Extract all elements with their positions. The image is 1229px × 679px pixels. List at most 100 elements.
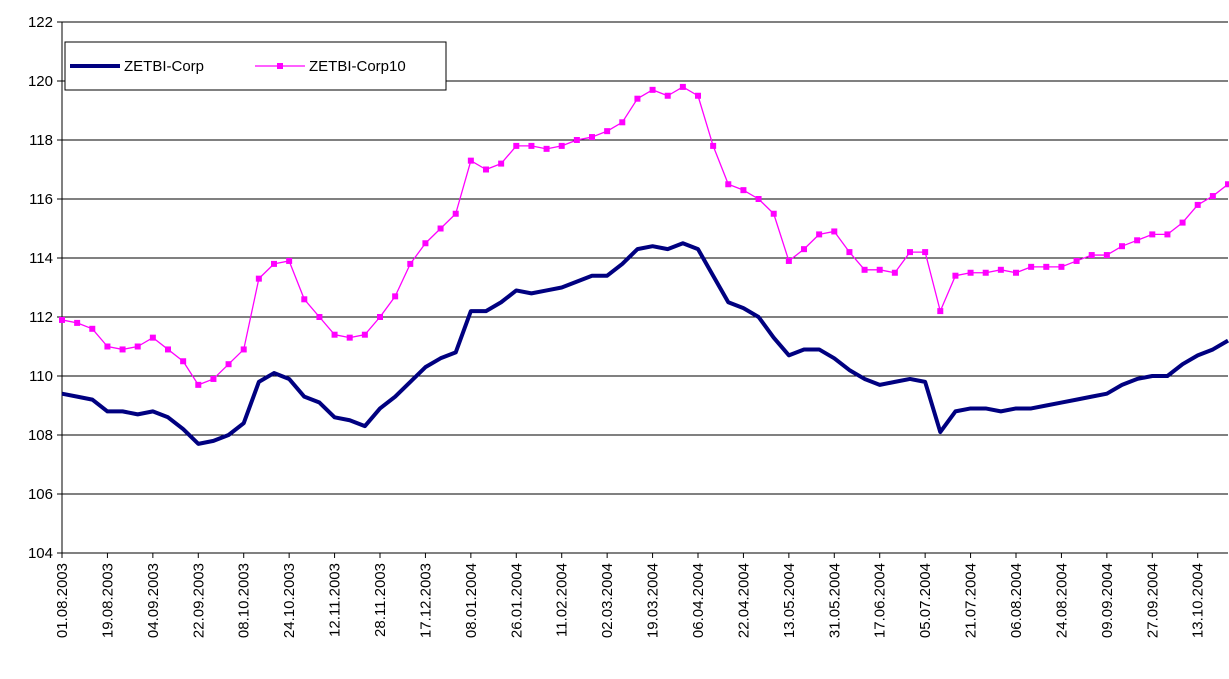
- series-marker: [952, 272, 959, 279]
- series-marker: [331, 331, 338, 338]
- x-tick-label: 31.05.2004: [826, 563, 843, 638]
- series-marker: [543, 145, 550, 152]
- series-marker: [210, 375, 217, 382]
- series-marker: [876, 266, 883, 273]
- series-marker: [195, 381, 202, 388]
- series-marker: [301, 296, 308, 303]
- series-line: [61, 241, 1229, 446]
- series-marker: [59, 316, 65, 323]
- series-marker: [816, 231, 823, 238]
- x-tick-label: 11.02.2004: [554, 563, 571, 637]
- series-marker: [240, 346, 247, 353]
- series-marker: [679, 83, 686, 90]
- x-tick-label: 13.10.2004: [1190, 563, 1207, 638]
- series-marker: [619, 119, 626, 126]
- series-marker: [452, 210, 459, 217]
- series-marker: [1209, 193, 1216, 200]
- x-tick-label: 19.03.2004: [645, 563, 662, 638]
- series-marker: [1194, 201, 1201, 208]
- series-marker: [1013, 269, 1019, 276]
- series-marker: [104, 343, 111, 350]
- series-marker: [1164, 231, 1171, 238]
- series-marker: [725, 181, 732, 188]
- series-marker: [573, 137, 580, 143]
- series-marker: [801, 246, 807, 253]
- x-tick-label: 08.10.2003: [236, 563, 253, 638]
- series-marker: [165, 346, 171, 353]
- series-marker: [770, 210, 777, 217]
- series-marker: [119, 346, 126, 353]
- series-marker: [558, 142, 565, 149]
- x-tick-label: 24.08.2004: [1053, 563, 1070, 638]
- x-tick-label: 24.10.2003: [281, 563, 298, 638]
- series-marker: [1088, 252, 1095, 259]
- series-marker: [180, 358, 187, 365]
- series-marker: [1225, 181, 1229, 188]
- series-marker: [891, 269, 898, 276]
- series-marker: [1043, 263, 1050, 270]
- series-marker: [589, 134, 595, 141]
- x-tick-label: 21.07.2004: [963, 563, 980, 638]
- series-marker: [422, 240, 429, 247]
- series-marker: [513, 142, 520, 149]
- x-tick-label: 09.09.2004: [1099, 563, 1116, 638]
- series-marker: [1119, 243, 1125, 250]
- legend: ZETBI-Corp ZETBI-Corp10: [64, 41, 447, 91]
- series-marker: [1028, 263, 1035, 270]
- series-marker: [846, 249, 853, 256]
- y-tick-label: 118: [29, 132, 53, 149]
- series-marker: [498, 160, 505, 167]
- series-marker: [695, 92, 701, 99]
- series-marker: [1073, 257, 1080, 264]
- x-tick-label: 22.09.2003: [190, 563, 207, 638]
- series-marker: [1179, 219, 1186, 226]
- series-marker: [604, 128, 611, 135]
- series-marker: [907, 249, 913, 256]
- series-line: [61, 86, 1229, 386]
- series-marker: [316, 314, 323, 320]
- y-tick-label: 110: [29, 368, 53, 385]
- y-tick-label: 116: [29, 191, 53, 208]
- series-marker: [967, 269, 974, 276]
- y-tick-label: 122: [28, 14, 53, 31]
- x-tick-label: 12.11.2003: [327, 563, 344, 637]
- x-tick-label: 17.06.2004: [872, 563, 889, 638]
- series-marker: [255, 275, 262, 282]
- series-marker: [634, 95, 641, 102]
- series-marker: [755, 196, 762, 202]
- series-marker: [922, 249, 929, 256]
- series-marker: [271, 260, 277, 267]
- series-marker: [997, 266, 1004, 273]
- y-tick-label: 106: [28, 486, 53, 503]
- x-tick-label: 01.08.2003: [54, 563, 71, 638]
- series-marker: [785, 257, 792, 264]
- series-marker: [149, 334, 156, 341]
- series-marker: [286, 257, 293, 264]
- series-marker: [1134, 237, 1141, 244]
- series-marker: [982, 269, 989, 276]
- legend-label: ZETBI-Corp10: [309, 58, 406, 75]
- series-marker: [346, 334, 353, 341]
- x-tick-label: 02.03.2004: [599, 563, 616, 638]
- series-marker: [392, 293, 399, 300]
- x-tick-label: 27.09.2004: [1144, 563, 1161, 638]
- series-marker: [528, 142, 535, 149]
- y-tick-label: 120: [28, 73, 53, 90]
- series-marker: [710, 142, 717, 149]
- series-marker: [407, 260, 414, 267]
- series-marker: [831, 228, 838, 235]
- series-marker: [483, 166, 489, 173]
- x-tick-label: 17.12.2003: [417, 563, 434, 638]
- series-marker: [437, 225, 444, 232]
- series-marker: [937, 308, 944, 315]
- x-tick-label: 08.01.2004: [463, 563, 480, 638]
- series-marker: [1149, 231, 1156, 238]
- x-tick-label: 28.11.2003: [372, 563, 389, 637]
- legend-label: ZETBI-Corp: [124, 58, 204, 75]
- series-marker: [1103, 252, 1110, 259]
- y-tick-label: 112: [29, 309, 53, 326]
- series-marker: [89, 325, 96, 332]
- series-marker: [861, 266, 868, 273]
- x-tick-label: 26.01.2004: [508, 563, 525, 638]
